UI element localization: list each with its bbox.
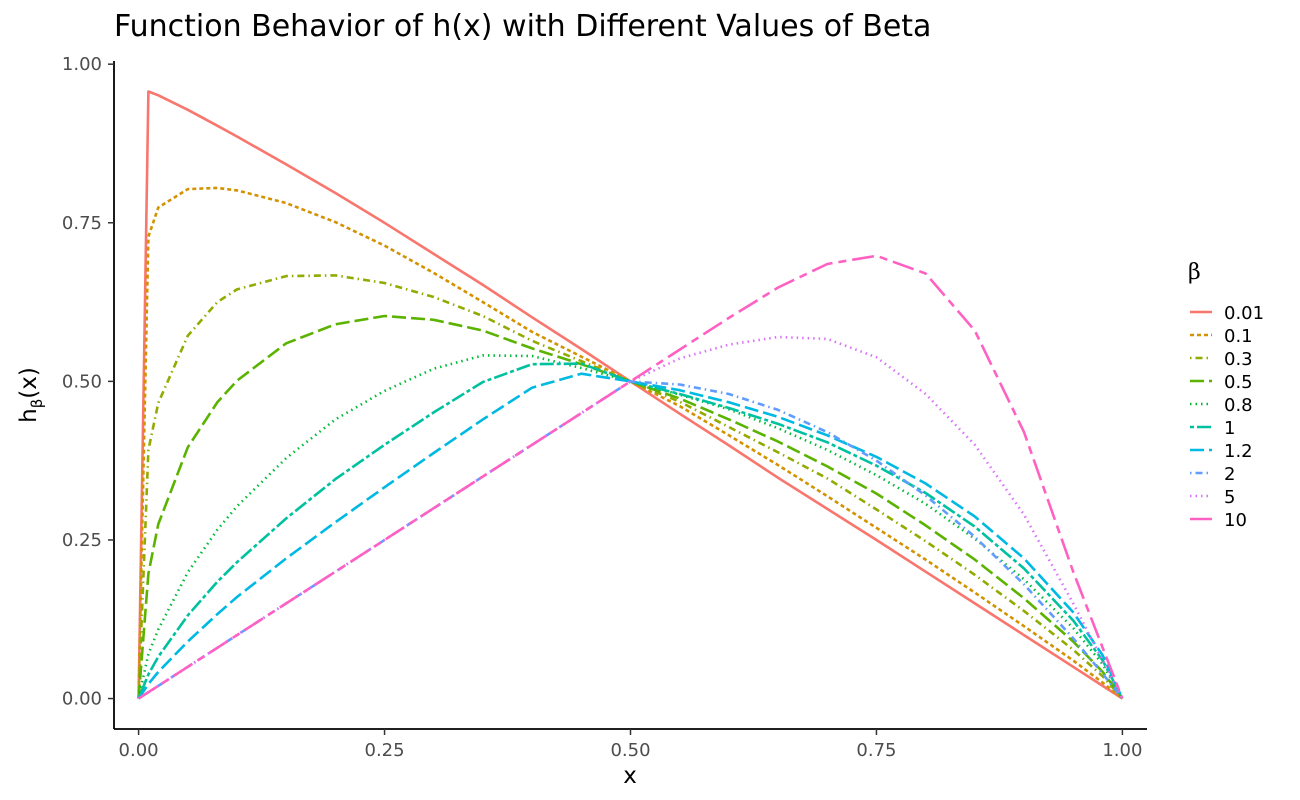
legend-label: 2: [1224, 464, 1235, 485]
y-axis-title-suffix: (x): [16, 367, 42, 399]
legend-label: 5: [1224, 487, 1235, 508]
x-tick-label: 0.25: [365, 740, 405, 761]
x-tick-label: 0.00: [119, 740, 159, 761]
y-axis-title: hβ(x): [16, 367, 46, 423]
x-tick-label: 1.00: [1102, 740, 1142, 761]
legend-label: 10: [1224, 510, 1247, 531]
series-line-0-8: [137, 354, 1124, 700]
y-tick-label: 0.00: [62, 689, 102, 710]
plot-area: [137, 90, 1124, 700]
y-tick-label: 0.75: [62, 213, 102, 234]
legend-label: 0.3: [1224, 349, 1253, 370]
series-line-0-5: [137, 314, 1124, 700]
legend-label: 1: [1224, 418, 1235, 439]
x-axis-ticks: 0.00 0.25 0.50 0.75 1.00: [119, 729, 1142, 761]
chart-title: Function Behavior of h(x) with Different…: [114, 9, 931, 44]
y-tick-label: 1.00: [62, 54, 102, 75]
legend-label: 0.5: [1224, 372, 1253, 393]
series-line-1-2: [137, 372, 1124, 700]
x-tick-label: 0.75: [856, 740, 896, 761]
y-axis-ticks: 0.00 0.25 0.50 0.75 1.00: [62, 54, 114, 710]
series-line-10: [137, 254, 1124, 700]
legend-label: 1.2: [1224, 441, 1253, 462]
legend-title: β: [1188, 260, 1201, 285]
legend-label: 0.8: [1224, 395, 1253, 416]
series-line-0-01: [137, 90, 1124, 700]
y-axis-title-base: h: [16, 408, 42, 423]
y-axis-title-subscript: β: [28, 399, 46, 409]
series-line-1: [137, 362, 1124, 700]
series-line-2: [137, 380, 1124, 700]
legend-label: 0.1: [1224, 326, 1253, 347]
legend-label: 0.01: [1224, 303, 1264, 324]
y-tick-label: 0.50: [62, 371, 102, 392]
series-line-0-1: [137, 186, 1124, 700]
x-axis-title: x: [623, 763, 637, 789]
series-line-0-3: [137, 274, 1124, 700]
x-tick-label: 0.50: [610, 740, 650, 761]
series-lines: [137, 90, 1124, 700]
y-tick-label: 0.25: [62, 530, 102, 551]
